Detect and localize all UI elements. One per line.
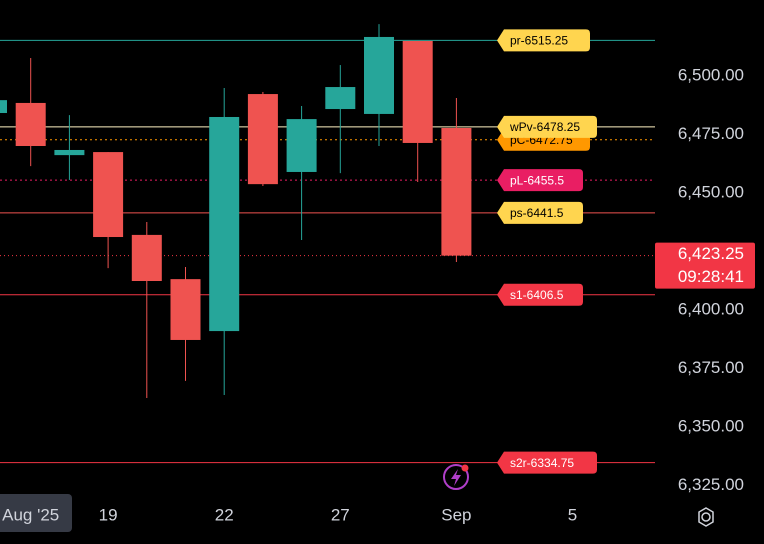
level-tag bbox=[497, 451, 597, 474]
current-price-tag bbox=[655, 242, 755, 289]
y-tick-label: 6,400.00 bbox=[678, 299, 744, 318]
x-label-highlight bbox=[0, 494, 72, 532]
candle-body bbox=[286, 119, 317, 172]
level-tag bbox=[497, 283, 583, 306]
level-tag bbox=[497, 169, 583, 192]
level-label: pr-6515.25 bbox=[510, 34, 568, 48]
y-tick-label: 6,450.00 bbox=[678, 183, 744, 202]
candle-body bbox=[325, 87, 356, 110]
candle-body bbox=[0, 100, 7, 114]
y-tick-label: 6,375.00 bbox=[678, 358, 744, 377]
y-tick-label: 6,350.00 bbox=[678, 416, 744, 435]
x-tick-label: 19 bbox=[99, 505, 118, 524]
x-tick-label: 27 bbox=[331, 505, 350, 524]
level-label: ps-6441.5 bbox=[510, 206, 564, 220]
candle-body bbox=[15, 102, 46, 146]
candle-body bbox=[131, 234, 162, 282]
level-tag bbox=[497, 201, 583, 224]
y-tick-label: 6,500.00 bbox=[678, 66, 744, 85]
candle-body bbox=[93, 152, 124, 238]
candle-body bbox=[247, 94, 278, 185]
level-label: s2r-6334.75 bbox=[510, 456, 574, 470]
countdown-label: 09:28:41 bbox=[678, 267, 744, 286]
current-price-label: 6,423.25 bbox=[678, 244, 744, 263]
candle-body bbox=[441, 127, 472, 256]
level-label: pL-6455.5 bbox=[510, 173, 564, 187]
x-tick-label: Aug '25 bbox=[2, 505, 59, 524]
candle-body bbox=[402, 40, 433, 143]
x-tick-label: 22 bbox=[215, 505, 234, 524]
candle-body bbox=[209, 116, 240, 332]
candle-body bbox=[54, 149, 85, 156]
settings-icon[interactable] bbox=[698, 507, 714, 527]
level-tag bbox=[497, 29, 590, 52]
level-label: s1-6406.5 bbox=[510, 288, 564, 302]
y-tick-label: 6,325.00 bbox=[678, 475, 744, 494]
x-tick-label: Sep bbox=[441, 505, 471, 524]
candle-body bbox=[170, 279, 201, 340]
level-label: wPv-6478.25 bbox=[509, 120, 580, 134]
level-tag bbox=[497, 115, 597, 138]
x-tick-label: 5 bbox=[568, 505, 577, 524]
y-tick-label: 6,475.00 bbox=[678, 124, 744, 143]
alert-icon[interactable] bbox=[443, 464, 469, 490]
candle-body bbox=[364, 36, 394, 114]
